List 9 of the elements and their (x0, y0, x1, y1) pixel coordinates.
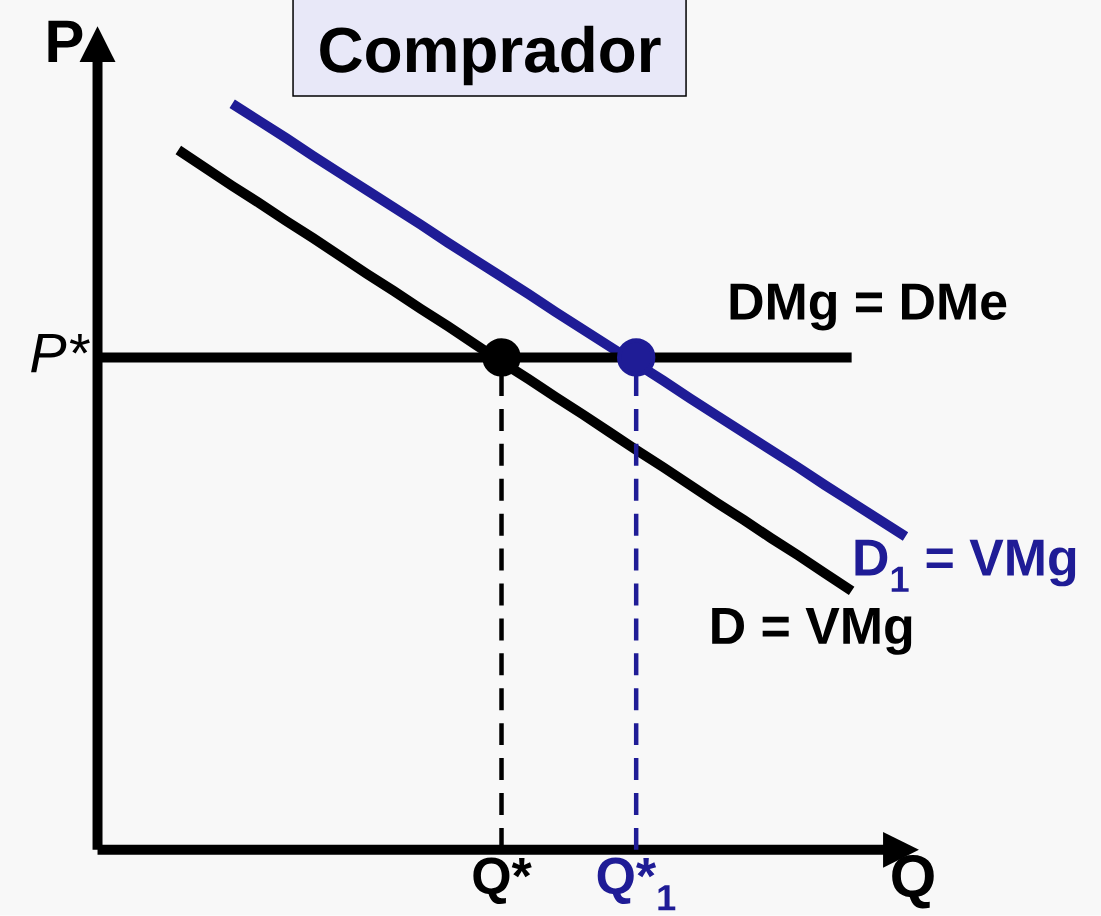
series-label: D$_{1}$ = VMg (855, 539, 1076, 592)
x-tick-label: Q*$_{1}$ (597, 857, 676, 911)
x-tick-label: Q* (473, 857, 532, 905)
series-label: D = VMg (712, 608, 912, 655)
chart-title: Comprador (320, 25, 661, 86)
series-label: DMg = DMe (730, 283, 1007, 331)
text: P* (31, 334, 90, 373)
x-axis-title: Q (892, 855, 934, 909)
y-axis-title: P (48, 21, 83, 63)
